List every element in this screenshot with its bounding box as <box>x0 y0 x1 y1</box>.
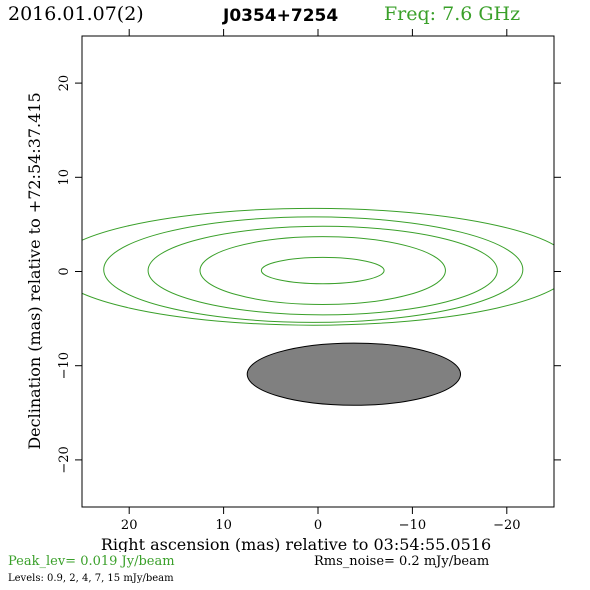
contour-group <box>82 207 554 326</box>
contour-plot: 20 10 0 −10 −20 20 10 0 −10 −20 Right ascension (… <box>25 29 561 552</box>
axis-ticks <box>75 29 561 514</box>
observation-date: 2016.01.07(2) <box>8 3 144 25</box>
contour-line <box>82 207 554 326</box>
x-tick-label: −10 <box>399 518 426 533</box>
x-tick-label: 0 <box>314 518 322 533</box>
contour-line <box>199 236 446 305</box>
contour-line <box>103 216 524 323</box>
x-tick-label: 10 <box>215 518 232 533</box>
beam-group <box>246 342 462 406</box>
x-tick-label: −20 <box>493 518 520 533</box>
x-axis-label: Right ascension (mas) relative to 03:54:… <box>101 535 491 552</box>
contour-line <box>260 256 385 285</box>
contour-line <box>147 225 498 316</box>
tick-labels: 20 10 0 −10 −20 20 10 0 −10 −20 <box>57 75 521 533</box>
x-tick-label: 20 <box>121 518 138 533</box>
y-tick-label: 20 <box>57 75 72 92</box>
y-axis-label: Declination (mas) relative to +72:54:37.… <box>25 92 44 449</box>
y-tick-label: −20 <box>57 446 72 473</box>
y-tick-label: 0 <box>57 267 72 275</box>
rms-noise: Rms_noise= 0.2 mJy/beam <box>314 554 490 569</box>
frequency-label: Freq: 7.6 GHz <box>384 3 521 25</box>
source-name: J0354+7254 <box>223 6 339 26</box>
plot-frame <box>81 35 555 508</box>
beam-ellipse <box>246 342 462 406</box>
peak-level: Peak_lev= 0.019 Jy/beam <box>8 554 175 569</box>
y-tick-label: −10 <box>57 352 72 379</box>
contour-levels: Levels: 0.9, 2, 4, 7, 15 mJy/beam <box>8 573 174 584</box>
y-tick-label: 10 <box>57 169 72 186</box>
